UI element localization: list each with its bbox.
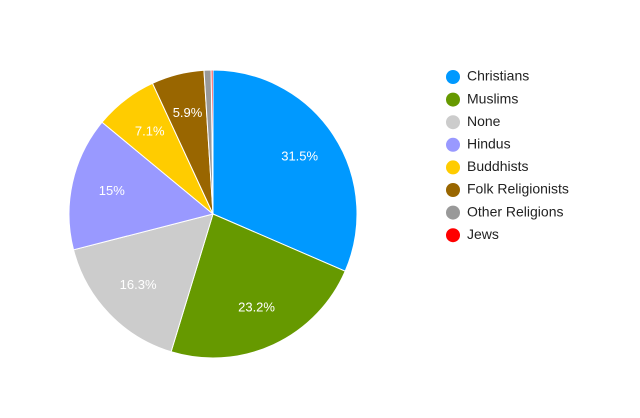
legend-label-muslims: Muslims xyxy=(467,90,518,106)
legend-item-hindus[interactable]: Hindus xyxy=(446,136,511,152)
legend-item-christians[interactable]: Christians xyxy=(446,68,529,84)
legend-label-hindus: Hindus xyxy=(467,136,511,152)
legend-item-jews[interactable]: Jews xyxy=(446,226,499,243)
legend-label-jews: Jews xyxy=(467,226,499,242)
legend-swatch-other-religions xyxy=(446,205,460,220)
pie-slice-none[interactable] xyxy=(72,213,214,353)
slice-label-buddhists: 7.1% xyxy=(135,123,165,138)
legend-item-buddhists[interactable]: Buddhists xyxy=(446,158,528,175)
legend-label-none: None xyxy=(467,113,501,129)
legend-item-muslims[interactable]: Muslims xyxy=(446,90,518,107)
legend-swatch-hindus xyxy=(446,137,460,152)
legend-swatch-muslims xyxy=(446,92,460,107)
pie-slice-labels: 31.5% 23.2% 16.3% 15% 7.1% 5.9% xyxy=(99,105,319,315)
legend-swatch-buddhists xyxy=(446,160,460,175)
pie-slices xyxy=(68,69,358,359)
legend-label-christians: Christians xyxy=(467,68,529,84)
legend-item-none[interactable]: None xyxy=(446,113,501,130)
pie-slice-muslims[interactable] xyxy=(170,213,346,359)
slice-label-folk-religionists: 5.9% xyxy=(173,105,203,120)
legend-item-folk-religionists[interactable]: Folk Religionists xyxy=(446,181,569,197)
pie-slice-jews[interactable] xyxy=(210,69,214,215)
legend-label-buddhists: Buddhists xyxy=(467,158,528,174)
legend-swatch-none xyxy=(446,115,460,130)
legend-swatch-folk-religionists xyxy=(446,183,460,197)
legend-swatch-christians xyxy=(446,70,460,84)
pie-slice-christians[interactable] xyxy=(212,69,358,272)
legend-swatch-jews xyxy=(446,228,460,243)
slice-label-muslims: 23.2% xyxy=(238,300,275,315)
slice-label-none: 16.3% xyxy=(120,277,157,292)
slice-label-christians: 31.5% xyxy=(281,149,318,164)
legend-label-folk-religionists: Folk Religionists xyxy=(467,181,569,197)
pie-slice-hindus[interactable] xyxy=(68,121,215,251)
legend-item-other-religions[interactable]: Other Religions xyxy=(446,203,564,220)
slice-label-hindus: 15% xyxy=(99,183,125,198)
legend: Christians Muslims None Hindus Buddhists Folk… xyxy=(446,68,569,243)
legend-label-other-religions: Other Religions xyxy=(467,203,564,219)
